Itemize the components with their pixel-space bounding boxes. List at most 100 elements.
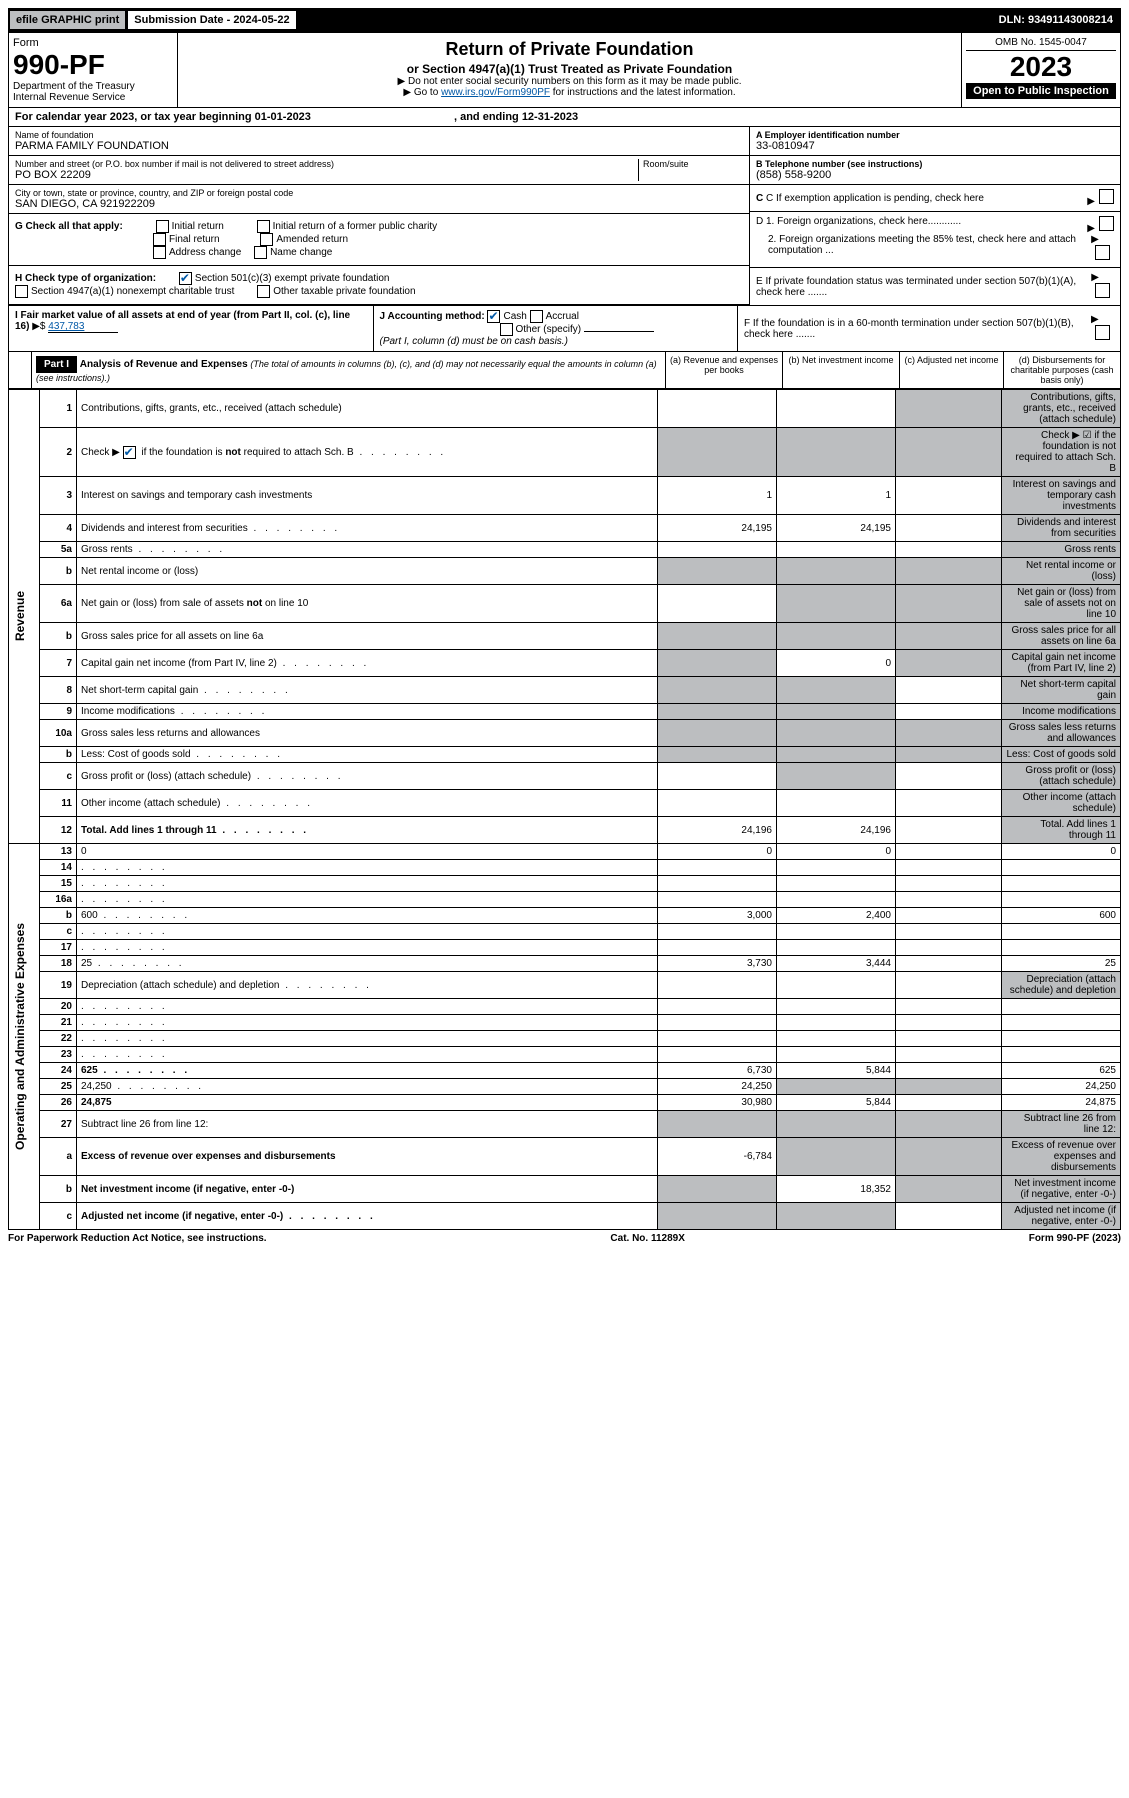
phone-cell: B Telephone number (see instructions) (8…: [750, 156, 1120, 185]
instr-2: ▶ Go to www.irs.gov/Form990PF for instru…: [182, 87, 957, 98]
form-label: Form: [13, 37, 173, 49]
foundation-name-cell: Name of foundation PARMA FAMILY FOUNDATI…: [9, 127, 749, 156]
table-row: Revenue1Contributions, gifts, grants, et…: [9, 390, 1121, 428]
section-h: H Check type of organization: Section 50…: [9, 266, 749, 305]
checkbox-f[interactable]: [1095, 325, 1110, 340]
table-row: 22: [9, 1031, 1121, 1047]
table-row: bNet investment income (if negative, ent…: [9, 1176, 1121, 1203]
table-row: 14: [9, 860, 1121, 876]
table-row: cGross profit or (loss) (attach schedule…: [9, 763, 1121, 790]
checkbox-amended[interactable]: [260, 233, 273, 246]
efile-button[interactable]: efile GRAPHIC print: [10, 11, 125, 29]
city-cell: City or town, state or province, country…: [9, 185, 749, 214]
checkbox-e[interactable]: [1095, 283, 1110, 298]
info-right: A Employer identification number 33-0810…: [749, 127, 1120, 305]
info-left: Name of foundation PARMA FAMILY FOUNDATI…: [9, 127, 749, 305]
checkbox-d1[interactable]: [1099, 216, 1114, 231]
address-cell: Number and street (or P.O. box number if…: [9, 156, 749, 185]
footer: For Paperwork Reduction Act Notice, see …: [8, 1230, 1121, 1247]
open-public: Open to Public Inspection: [966, 83, 1116, 99]
form-number: 990-PF: [13, 49, 173, 81]
checkbox-501c3[interactable]: [179, 272, 192, 285]
checkbox-d2[interactable]: [1095, 245, 1110, 260]
catalog-no: Cat. No. 11289X: [610, 1233, 684, 1244]
table-row: 8Net short-term capital gainNet short-te…: [9, 677, 1121, 704]
table-row: bNet rental income or (loss)Net rental i…: [9, 558, 1121, 585]
table-row: 2524,25024,25024,250: [9, 1079, 1121, 1095]
section-e: E If private foundation status was termi…: [750, 268, 1120, 305]
table-row: cAdjusted net income (if negative, enter…: [9, 1203, 1121, 1230]
table-row: 18253,7303,44425: [9, 956, 1121, 972]
table-row: 23: [9, 1047, 1121, 1063]
table-row: b6003,0002,400600: [9, 908, 1121, 924]
checkbox-c[interactable]: [1099, 189, 1114, 204]
table-row: 19Depreciation (attach schedule) and dep…: [9, 972, 1121, 999]
table-row: 9Income modificationsIncome modification…: [9, 704, 1121, 720]
form-ref: Form 990-PF (2023): [1029, 1233, 1121, 1244]
table-row: 17: [9, 940, 1121, 956]
header-left: Form 990-PF Department of the Treasury I…: [9, 33, 178, 107]
table-row: 7Capital gain net income (from Part IV, …: [9, 650, 1121, 677]
checkbox-initial-former[interactable]: [257, 220, 270, 233]
col-a-header: (a) Revenue and expenses per books: [665, 352, 782, 388]
form-header: Form 990-PF Department of the Treasury I…: [8, 32, 1121, 108]
revenue-side-label: Revenue: [13, 591, 27, 641]
table-row: 11Other income (attach schedule)Other in…: [9, 790, 1121, 817]
section-j: J Accounting method: Cash Accrual Other …: [374, 306, 739, 351]
table-row: 2Check ▶ if the foundation is not requir…: [9, 428, 1121, 477]
table-row: 16a: [9, 892, 1121, 908]
checkbox-4947[interactable]: [15, 285, 28, 298]
table-row: bGross sales price for all assets on lin…: [9, 623, 1121, 650]
instr-1: ▶ Do not enter social security numbers o…: [182, 76, 957, 87]
part1-header-row: Part I Analysis of Revenue and Expenses …: [8, 352, 1121, 389]
info-grid: Name of foundation PARMA FAMILY FOUNDATI…: [8, 127, 1121, 306]
table-row: 15: [9, 876, 1121, 892]
calendar-year-row: For calendar year 2023, or tax year begi…: [8, 108, 1121, 127]
checkbox-cash[interactable]: [487, 310, 500, 323]
part1-title: Analysis of Revenue and Expenses: [80, 359, 248, 370]
col-b-header: (b) Net investment income: [782, 352, 899, 388]
table-row: 3Interest on savings and temporary cash …: [9, 477, 1121, 515]
dln-label: DLN: 93491143008214: [993, 11, 1119, 29]
form-title: Return of Private Foundation: [182, 39, 957, 60]
checkbox-final-return[interactable]: [153, 233, 166, 246]
table-row: 20: [9, 999, 1121, 1015]
form-subtitle: or Section 4947(a)(1) Trust Treated as P…: [182, 62, 957, 76]
fmv-link[interactable]: 437,783: [48, 321, 118, 333]
section-f: F If the foundation is in a 60-month ter…: [738, 306, 1120, 351]
table-row: 21: [9, 1015, 1121, 1031]
part1-label: Part I: [36, 356, 77, 373]
section-d: D 1. Foreign organizations, check here..…: [750, 212, 1120, 268]
section-i: I Fair market value of all assets at end…: [9, 306, 374, 351]
checkbox-address-change[interactable]: [153, 246, 166, 259]
section-c: C C If exemption application is pending,…: [750, 185, 1120, 212]
table-row: 5aGross rentsGross rents: [9, 542, 1121, 558]
table-row: 4Dividends and interest from securities2…: [9, 515, 1121, 542]
checkbox-other-taxable[interactable]: [257, 285, 270, 298]
checkbox-accrual[interactable]: [530, 310, 543, 323]
col-c-header: (c) Adjusted net income: [899, 352, 1003, 388]
form990pf-link[interactable]: www.irs.gov/Form990PF: [441, 87, 550, 98]
section-g: G Check all that apply: Initial return I…: [9, 214, 749, 266]
table-row: 10aGross sales less returns and allowanc…: [9, 720, 1121, 747]
hij-row: I Fair market value of all assets at end…: [8, 306, 1121, 352]
table-row: c: [9, 924, 1121, 940]
top-bar: efile GRAPHIC print Submission Date - 20…: [8, 8, 1121, 32]
table-row: 246256,7305,844625: [9, 1063, 1121, 1079]
submission-date: Submission Date - 2024-05-22: [127, 10, 296, 30]
paperwork-notice: For Paperwork Reduction Act Notice, see …: [8, 1233, 267, 1244]
table-row: 27Subtract line 26 from line 12:Subtract…: [9, 1111, 1121, 1138]
checkbox-initial-return[interactable]: [156, 220, 169, 233]
checkbox-other-method[interactable]: [500, 323, 513, 336]
table-row: aExcess of revenue over expenses and dis…: [9, 1138, 1121, 1176]
part1-table: Revenue1Contributions, gifts, grants, et…: [8, 389, 1121, 1230]
table-row: Operating and Administrative Expenses130…: [9, 844, 1121, 860]
checkbox-name-change[interactable]: [254, 246, 267, 259]
col-d-header: (d) Disbursements for charitable purpose…: [1003, 352, 1120, 388]
table-row: 12Total. Add lines 1 through 1124,19624,…: [9, 817, 1121, 844]
irs-label: Internal Revenue Service: [13, 92, 173, 103]
dept-treasury: Department of the Treasury: [13, 81, 173, 92]
ein-cell: A Employer identification number 33-0810…: [750, 127, 1120, 156]
tax-year: 2023: [966, 51, 1116, 83]
table-row: 6aNet gain or (loss) from sale of assets…: [9, 585, 1121, 623]
